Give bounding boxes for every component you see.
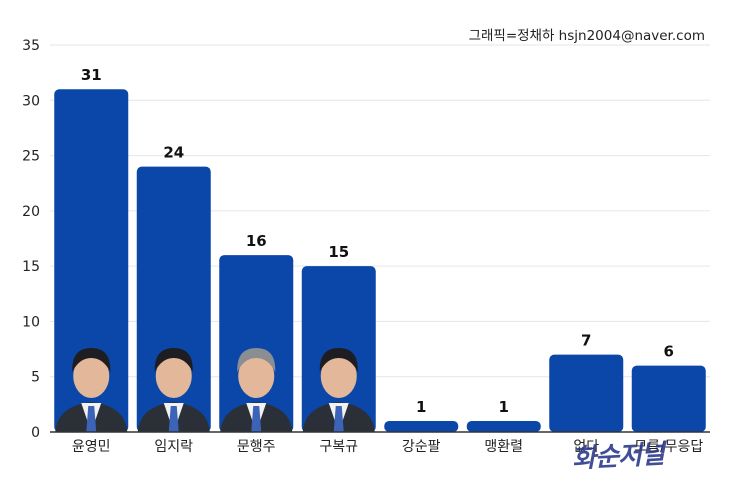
candidate-portrait: [137, 348, 210, 432]
y-tick-label: 30: [22, 93, 40, 109]
graphic-credit: 그래픽=정채하 hsjn2004@naver.com: [468, 28, 705, 44]
candidate-portrait: [220, 348, 293, 432]
x-tick-label: 문행주: [237, 439, 276, 455]
y-tick-label: 20: [22, 204, 40, 220]
y-tick-label: 10: [22, 314, 40, 330]
data-label: 7: [581, 332, 591, 350]
data-label: 1: [499, 398, 509, 416]
watermark-logo: 화순저널: [571, 439, 665, 475]
x-tick-label: 강순팔: [402, 439, 441, 455]
bar: [466, 420, 541, 432]
y-tick-label: 25: [22, 149, 40, 165]
y-tick-label: 35: [22, 38, 40, 54]
bar: [219, 255, 294, 432]
y-tick-label: 0: [31, 425, 40, 441]
x-tick-label: 임지락: [154, 439, 193, 455]
data-label: 31: [81, 66, 102, 84]
x-tick-label: 모름/무응답: [634, 439, 703, 455]
y-tick-label: 15: [22, 259, 40, 275]
y-tick-label: 5: [31, 370, 40, 386]
bar: [549, 354, 624, 432]
x-tick-label: 윤영민: [72, 439, 111, 455]
data-label: 6: [664, 343, 674, 361]
data-label: 16: [246, 232, 267, 250]
bar: [384, 420, 459, 432]
bar: [54, 89, 129, 432]
x-tick-label: 없다: [573, 439, 599, 455]
bar: [631, 365, 706, 432]
candidate-portrait: [55, 348, 128, 432]
candidate-portrait: [302, 348, 375, 432]
x-tick-label: 구복규: [319, 439, 358, 455]
data-label: 1: [416, 398, 426, 416]
x-tick-label: 맹환렬: [484, 439, 523, 455]
data-label: 15: [328, 243, 349, 261]
data-label: 24: [163, 144, 184, 162]
